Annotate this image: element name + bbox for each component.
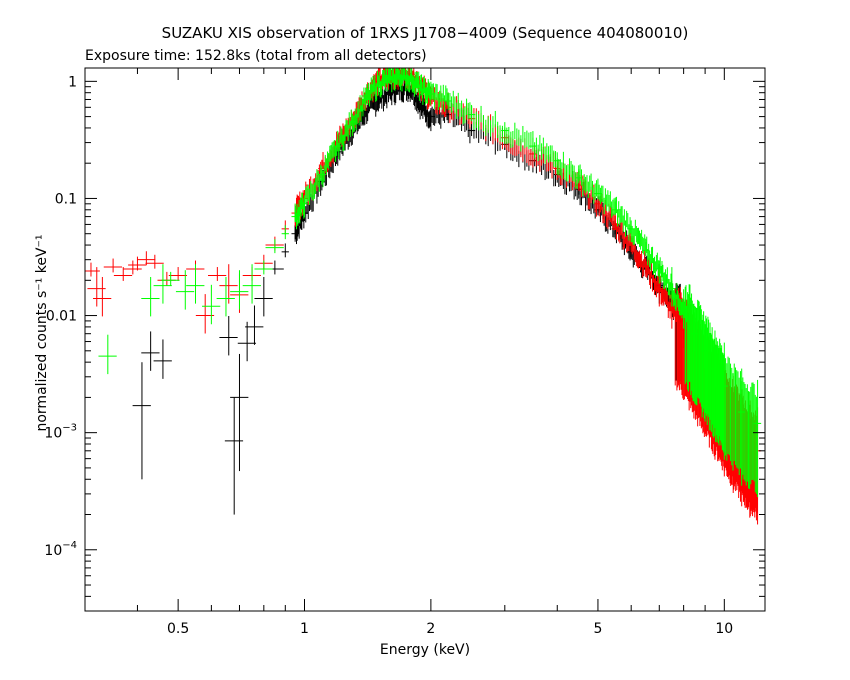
data-point (128, 256, 147, 271)
axis-ticks (84, 68, 765, 612)
y-tick-label: 1 (68, 74, 77, 90)
data-point (113, 267, 133, 281)
data-point (219, 316, 238, 356)
y-tick-label: 0.1 (55, 191, 77, 207)
data-point (132, 362, 151, 480)
data-point (202, 284, 221, 325)
data-point (237, 321, 257, 362)
data-point (87, 267, 106, 307)
data-point (254, 260, 273, 275)
data-point (123, 260, 142, 275)
y-tick-label: 10−3 (44, 423, 77, 442)
x-tick-label: 0.5 (167, 621, 189, 637)
data-point (281, 225, 289, 240)
data-point (157, 271, 176, 286)
y-tick-label: 10−4 (44, 540, 77, 559)
data-point (98, 334, 117, 375)
data-point (161, 271, 180, 286)
chart-subtitle: Exposure time: 152.8ks (total from all d… (85, 48, 427, 64)
data-point (230, 353, 249, 472)
x-tick-label: 5 (593, 621, 602, 637)
data-point (254, 276, 273, 317)
y-tick-label: 0.01 (46, 309, 77, 325)
data-point (208, 267, 227, 281)
plot-frame (84, 67, 766, 612)
data-point (141, 276, 160, 317)
data-point (216, 276, 235, 317)
data-point (242, 264, 261, 304)
data-point (145, 254, 164, 269)
data-point (219, 264, 238, 304)
data-point (186, 264, 205, 304)
x-tick-label: 1 (300, 621, 309, 637)
data-point (265, 239, 284, 254)
data-point (281, 243, 289, 258)
data-point (230, 270, 249, 310)
chart-title: SUZAKU XIS observation of 1RXS J1708−400… (162, 24, 689, 42)
y-axis-label: normalized counts s⁻¹ keV⁻¹ (34, 234, 50, 431)
data-point (103, 258, 123, 273)
series-2 (98, 68, 762, 498)
data-point (93, 276, 112, 317)
data-point (245, 305, 264, 345)
axis-tick-labels: 0.5 1 2 5 10 10−4 10−3 0.01 0.1 1 (44, 74, 733, 637)
series-1-dense-bins (294, 68, 758, 521)
x-axis-label: Energy (keV) (380, 642, 470, 658)
x-tick-label: 10 (715, 621, 733, 637)
data-point (175, 270, 195, 310)
data-point (265, 260, 284, 275)
data-point (153, 339, 172, 379)
data-point (153, 264, 172, 304)
data-point (224, 397, 244, 515)
x-tick-label: 2 (426, 621, 435, 637)
data-point (141, 331, 160, 371)
series-0 (132, 74, 688, 515)
data-point (168, 267, 188, 281)
series-2-dense-bins (294, 68, 757, 495)
